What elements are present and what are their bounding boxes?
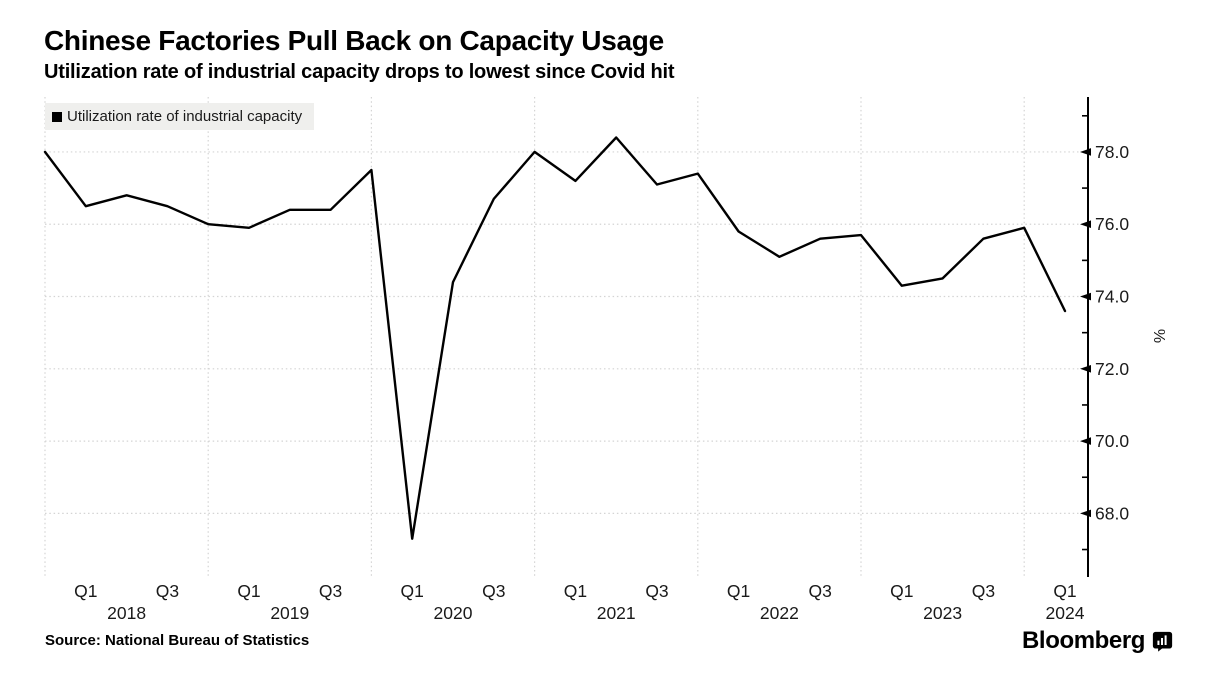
y-axis-major-tick [1080, 148, 1091, 156]
y-axis-major-tick [1080, 220, 1091, 229]
legend-swatch-icon [52, 111, 62, 122]
x-tick-label-quarter: Q1 [1053, 581, 1076, 601]
source-note: Source: National Bureau of Statistics [45, 632, 310, 649]
x-tick-label-quarter: Q3 [319, 581, 342, 601]
y-axis-major-tick [1080, 292, 1091, 301]
chart-legend: Utilization rate of industrial capacity [45, 103, 315, 130]
y-tick-label: 70.0 [1095, 431, 1129, 451]
x-tick-label-quarter: Q1 [890, 581, 913, 601]
page-title: Chinese Factories Pull Back on Capacity … [44, 25, 664, 56]
x-tick-label-quarter: Q1 [564, 581, 587, 601]
brand-wordmark: Bloomberg [1022, 627, 1146, 654]
utilization-rate-line [43, 136, 1067, 540]
x-tick-label-quarter: Q1 [401, 581, 424, 601]
bloomberg-bug-icon [1152, 631, 1173, 652]
page-subtitle: Utilization rate of industrial capacity … [44, 61, 675, 83]
x-tick-label-quarter: Q3 [809, 581, 832, 601]
y-axis-major-tick [1080, 437, 1091, 445]
x-tick-label-quarter: Q1 [74, 581, 97, 601]
x-tick-label-year: 2024 [1046, 603, 1085, 623]
x-tick-label-quarter: Q1 [237, 581, 260, 601]
x-tick-label-quarter: Q3 [645, 581, 668, 601]
y-tick-label: 74.0 [1095, 287, 1129, 307]
x-tick-label-quarter: Q3 [156, 581, 179, 601]
y-tick-label: 72.0 [1095, 359, 1129, 379]
y-tick-label: 78.0 [1095, 142, 1129, 162]
x-tick-label-year: 2019 [270, 603, 309, 623]
brand-lockup: Bloomberg [1022, 627, 1173, 655]
y-tick-label: 76.0 [1095, 214, 1129, 234]
x-tick-label-year: 2021 [597, 603, 636, 623]
legend-label: Utilization rate of industrial capacity [67, 108, 303, 125]
x-tick-label-year: 2023 [923, 603, 962, 623]
x-tick-label-quarter: Q1 [727, 581, 750, 601]
y-axis-major-tick [1080, 365, 1091, 373]
y-axis-major-tick [1080, 509, 1091, 518]
x-tick-label-year: 2018 [107, 603, 146, 623]
x-tick-label-year: 2020 [434, 603, 473, 623]
y-tick-label: 68.0 [1095, 503, 1129, 523]
x-tick-label-quarter: Q3 [972, 581, 995, 601]
x-tick-label-year: 2022 [760, 603, 799, 623]
y-axis-unit-label: % [1150, 329, 1167, 343]
x-tick-label-quarter: Q3 [482, 581, 505, 601]
